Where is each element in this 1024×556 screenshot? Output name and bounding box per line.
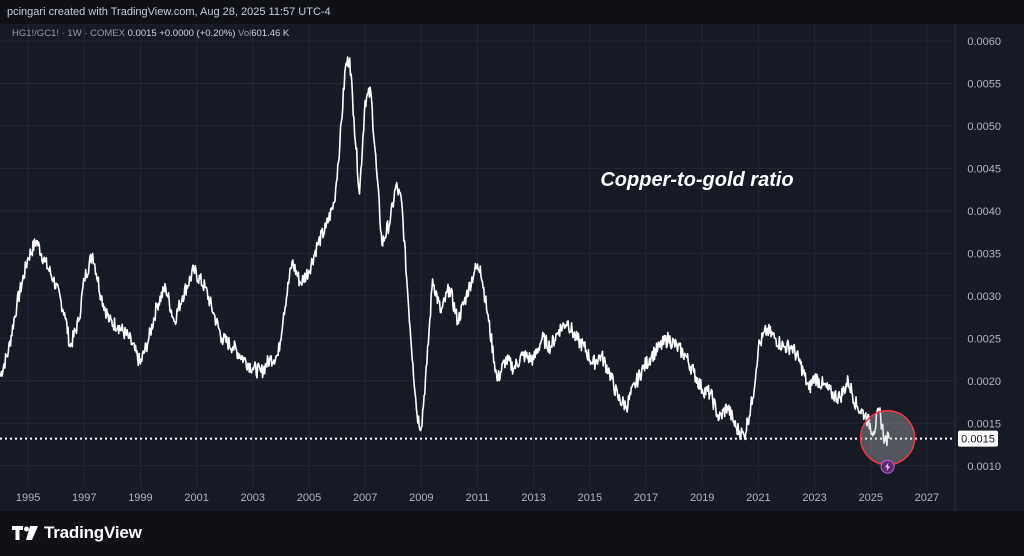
x-tick-label: 2009 — [409, 492, 433, 504]
x-tick-label: 2011 — [466, 492, 490, 504]
x-tick-label: 2015 — [578, 492, 602, 504]
highlight-circle — [859, 409, 916, 466]
lightning-badge[interactable] — [880, 459, 895, 474]
price-chart[interactable]: 0.0010 0.0015 0.0020 0.0025 0.0030 0.0035 0.00… — [0, 24, 1024, 511]
y-tick-label: 0.0030 — [967, 291, 1001, 303]
chart-grid — [0, 24, 955, 487]
ratio-series-line — [0, 56, 890, 447]
last-value-badge: 0.0015 — [958, 430, 998, 447]
x-tick-label: 2019 — [690, 492, 714, 504]
y-tick-label: 0.0010 — [967, 461, 1001, 473]
last-value: 0.0015 — [127, 28, 157, 39]
x-tick-label: 2017 — [634, 492, 658, 504]
footer — [0, 511, 1024, 556]
x-tick-label: 2025 — [858, 492, 882, 504]
time-axis[interactable]: 1995 1997 1999 2001 2003 2005 2007 2009 2011 2013… — [16, 492, 939, 504]
y-tick-label: 0.0060 — [967, 36, 1001, 48]
y-tick-label: 0.0025 — [967, 333, 1001, 345]
x-tick-label: 2021 — [746, 492, 770, 504]
x-tick-label: 2003 — [241, 492, 265, 504]
volume-value: 601.46 K — [251, 28, 290, 39]
chart-panel — [0, 24, 1024, 511]
y-tick-label: 0.0020 — [967, 376, 1001, 388]
last-value-label: 0.0015 — [961, 434, 995, 446]
tradingview-icon — [12, 526, 38, 540]
chart-attribution: pcingari created with TradingView.com, A… — [0, 0, 1024, 24]
tradingview-logo[interactable]: TradingView — [12, 521, 142, 545]
y-tick-label: 0.0055 — [967, 78, 1001, 90]
last-value-box — [958, 430, 998, 447]
x-tick-label: 2023 — [802, 492, 826, 504]
x-tick-label: 2027 — [915, 492, 939, 504]
chart-annotation: Copper-to-gold ratio — [600, 169, 793, 191]
y-tick-label: 0.0035 — [967, 248, 1001, 260]
x-tick-label: 2013 — [521, 492, 545, 504]
price-axis[interactable]: 0.0010 0.0015 0.0020 0.0025 0.0030 0.0035 0.00… — [967, 36, 1001, 473]
y-tick-label: 0.0015 — [967, 418, 1001, 430]
change-value: +0.0000 (+0.20%) — [159, 28, 236, 39]
volume-label: Vol — [238, 28, 252, 39]
y-tick-label: 0.0040 — [967, 206, 1001, 218]
x-tick-label: 1997 — [72, 492, 96, 504]
symbol-legend: HG1!/GC1! · 1W · COMEX 0.0015 +0.0000 (+… — [12, 28, 289, 39]
brand-name: TradingView — [44, 523, 142, 542]
y-tick-label: 0.0050 — [967, 121, 1001, 133]
x-tick-label: 2001 — [184, 492, 208, 504]
x-tick-label: 2007 — [353, 492, 377, 504]
lightning-icon — [885, 462, 891, 472]
y-tick-label: 0.0045 — [967, 163, 1001, 175]
symbol-label[interactable]: HG1!/GC1! · 1W · COMEX — [12, 28, 125, 39]
x-tick-label: 1995 — [16, 492, 40, 504]
x-tick-label: 1999 — [128, 492, 152, 504]
x-tick-label: 2005 — [297, 492, 321, 504]
